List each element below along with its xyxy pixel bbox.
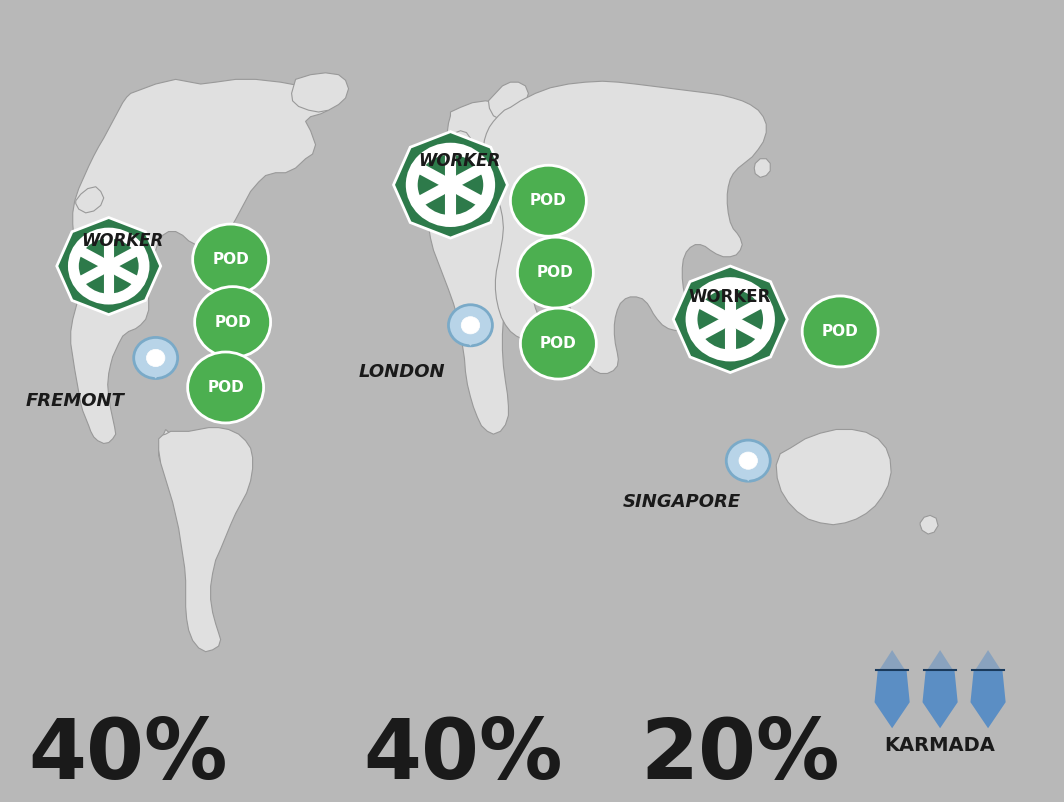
Text: 20%: 20% (639, 715, 839, 796)
Circle shape (445, 216, 456, 226)
Text: POD: POD (821, 324, 859, 339)
Circle shape (193, 224, 268, 295)
Text: SINGAPORE: SINGAPORE (622, 493, 741, 512)
Polygon shape (394, 132, 508, 238)
Circle shape (134, 277, 145, 287)
Polygon shape (875, 670, 910, 728)
Circle shape (99, 257, 118, 275)
Circle shape (691, 296, 702, 306)
Polygon shape (448, 131, 470, 152)
Text: KARMADA: KARMADA (884, 735, 996, 755)
Circle shape (411, 161, 422, 172)
Polygon shape (731, 460, 766, 481)
Polygon shape (483, 81, 766, 374)
Circle shape (461, 317, 480, 334)
Polygon shape (440, 101, 522, 185)
Polygon shape (922, 670, 958, 728)
Circle shape (802, 296, 878, 367)
Polygon shape (159, 430, 179, 468)
Polygon shape (920, 516, 938, 534)
Circle shape (411, 197, 422, 209)
Polygon shape (429, 180, 526, 434)
Circle shape (187, 352, 264, 423)
Polygon shape (70, 79, 331, 444)
Polygon shape (292, 73, 349, 112)
Text: 40%: 40% (364, 715, 563, 796)
Polygon shape (754, 159, 770, 177)
Text: 40%: 40% (29, 715, 228, 796)
Circle shape (517, 237, 594, 308)
Circle shape (195, 286, 270, 358)
Polygon shape (138, 358, 173, 379)
Text: WORKER: WORKER (688, 288, 770, 306)
Text: POD: POD (537, 265, 573, 280)
Circle shape (479, 197, 489, 209)
Polygon shape (927, 650, 953, 670)
Circle shape (134, 245, 145, 254)
Circle shape (73, 245, 83, 254)
Circle shape (448, 305, 493, 346)
Circle shape (520, 308, 596, 379)
Polygon shape (440, 165, 473, 194)
Circle shape (479, 161, 489, 172)
Circle shape (758, 332, 769, 342)
Polygon shape (679, 310, 706, 338)
Circle shape (134, 338, 178, 379)
Polygon shape (879, 650, 905, 670)
Circle shape (440, 176, 461, 194)
Circle shape (720, 310, 741, 329)
Polygon shape (76, 187, 103, 213)
Circle shape (445, 144, 456, 154)
Text: POD: POD (214, 314, 251, 330)
Polygon shape (488, 82, 529, 119)
Circle shape (691, 332, 702, 342)
Polygon shape (543, 341, 561, 374)
Text: POD: POD (207, 380, 244, 395)
Circle shape (725, 277, 736, 289)
Circle shape (103, 294, 114, 304)
Circle shape (147, 350, 165, 367)
Text: LONDON: LONDON (359, 363, 445, 381)
Circle shape (758, 296, 769, 306)
Polygon shape (159, 427, 252, 652)
Circle shape (73, 277, 83, 287)
Polygon shape (56, 217, 161, 314)
Text: WORKER: WORKER (418, 152, 501, 169)
Polygon shape (970, 670, 1005, 728)
Text: POD: POD (530, 193, 567, 209)
Circle shape (727, 440, 770, 481)
Polygon shape (777, 430, 892, 525)
Text: FREMONT: FREMONT (26, 392, 124, 411)
Circle shape (511, 165, 586, 237)
Circle shape (739, 452, 758, 469)
Text: WORKER: WORKER (81, 232, 163, 250)
Circle shape (103, 229, 114, 238)
Polygon shape (975, 650, 1001, 670)
Circle shape (725, 350, 736, 361)
Text: POD: POD (212, 252, 249, 267)
Polygon shape (453, 326, 488, 346)
Text: POD: POD (541, 336, 577, 351)
Polygon shape (674, 266, 787, 372)
